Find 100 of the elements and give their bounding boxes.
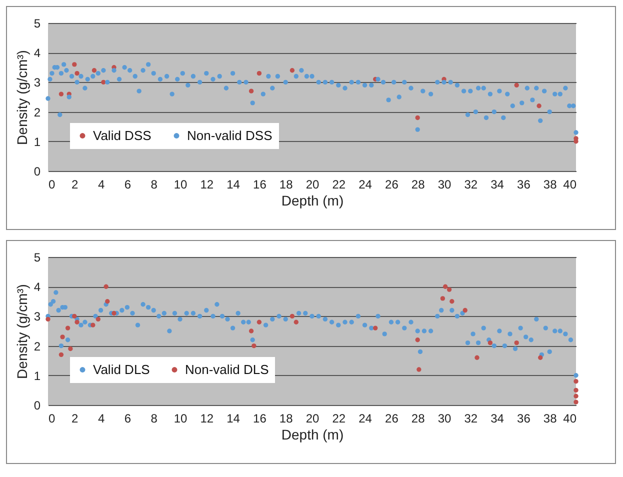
point xyxy=(74,320,80,324)
x-tick-label: 30 xyxy=(438,178,452,192)
x-tick-label: 40 xyxy=(563,178,577,192)
x-tick-label: 4 xyxy=(98,412,105,426)
y-tick-label: 0 xyxy=(34,398,41,412)
point xyxy=(92,68,97,73)
point xyxy=(256,70,262,76)
point xyxy=(248,88,254,94)
x-tick-label: 20 xyxy=(306,412,320,426)
x-tick-label: 6 xyxy=(124,412,132,426)
legend-label: Non-valid DLS xyxy=(185,362,270,377)
point xyxy=(256,320,262,324)
y-tick-label: 5 xyxy=(34,250,41,264)
x-tick-label: 2 xyxy=(72,412,79,426)
point xyxy=(68,346,73,352)
y-tick-label: 0 xyxy=(34,164,41,178)
x-tick-label: 28 xyxy=(411,178,426,192)
point xyxy=(446,287,452,292)
point xyxy=(248,328,254,334)
point xyxy=(90,322,96,328)
point xyxy=(440,296,446,301)
y-axis-title: Density (g/cm³) xyxy=(14,50,30,145)
point xyxy=(574,378,578,384)
point xyxy=(294,320,299,324)
x-tick-label: 2 xyxy=(72,178,79,192)
x-tick-label: 8 xyxy=(150,412,158,426)
point xyxy=(462,308,468,313)
x-tick-label: 24 xyxy=(358,412,372,426)
point xyxy=(415,115,420,120)
point xyxy=(574,139,578,144)
point xyxy=(538,355,543,360)
x-tick-label: 24 xyxy=(358,178,372,192)
point xyxy=(58,92,64,96)
point xyxy=(442,284,448,289)
y-tick-label: 2 xyxy=(34,105,41,120)
point xyxy=(416,367,422,372)
x-axis-title: Depth (m) xyxy=(281,192,344,208)
point xyxy=(574,400,578,404)
point xyxy=(72,314,77,319)
x-axis-title: Depth (m) xyxy=(281,426,344,442)
legend-label: Valid DLS xyxy=(93,362,150,377)
y-tick-label: 4 xyxy=(34,46,41,60)
y-axis-title: Density (g/cm³) xyxy=(14,284,30,379)
point xyxy=(290,314,295,319)
x-tick-label: 18 xyxy=(279,412,294,426)
x-tick-label: 38 xyxy=(543,412,558,426)
y-tick-label: 1 xyxy=(34,134,41,149)
point xyxy=(474,355,480,360)
point xyxy=(373,326,378,330)
x-tick-label: 16 xyxy=(253,412,267,426)
point xyxy=(72,62,77,67)
point xyxy=(46,316,50,322)
point xyxy=(415,338,420,342)
x-tick-label: 20 xyxy=(306,178,320,192)
y-tick-label: 3 xyxy=(34,310,41,324)
x-tick-label: 10 xyxy=(174,178,188,192)
x-tick-label: 34 xyxy=(490,178,504,192)
x-tick-label: 0 xyxy=(48,412,56,426)
point xyxy=(514,82,519,88)
x-tick-label: 22 xyxy=(332,178,346,192)
x-tick-label: 36 xyxy=(517,178,531,192)
x-tick-label: 14 xyxy=(226,178,240,192)
point xyxy=(74,70,80,76)
x-tick-label: 18 xyxy=(279,178,294,192)
x-tick-label: 6 xyxy=(124,178,132,192)
point xyxy=(65,326,70,330)
point xyxy=(574,388,578,393)
point xyxy=(96,316,101,322)
point xyxy=(104,284,108,289)
point xyxy=(60,334,65,340)
y-tick-label: 2 xyxy=(34,339,41,354)
x-tick-label: 34 xyxy=(490,412,504,426)
point xyxy=(574,394,578,398)
x-tick-label: 40 xyxy=(563,412,577,426)
x-tick-label: 22 xyxy=(332,412,346,426)
x-tick-label: 14 xyxy=(226,412,240,426)
x-tick-label: 32 xyxy=(464,178,478,192)
point xyxy=(514,340,519,346)
point xyxy=(105,299,110,304)
x-tick-label: 26 xyxy=(385,178,399,192)
x-tick-label: 38 xyxy=(543,178,558,192)
point xyxy=(450,299,454,304)
legend-label: Non-valid DSS xyxy=(187,128,273,143)
x-tick-label: 30 xyxy=(438,412,452,426)
x-tick-label: 16 xyxy=(253,178,267,192)
y-tick-label: 1 xyxy=(34,368,41,383)
x-tick-label: 4 xyxy=(98,178,105,192)
y-tick-label: 3 xyxy=(34,76,41,90)
point xyxy=(58,352,64,358)
point xyxy=(488,340,493,346)
point xyxy=(290,68,295,73)
x-tick-label: 10 xyxy=(174,412,188,426)
x-tick-label: 26 xyxy=(385,412,399,426)
y-tick-label: 5 xyxy=(34,16,41,30)
x-tick-label: 28 xyxy=(411,412,426,426)
x-tick-label: 32 xyxy=(464,412,478,426)
point xyxy=(252,343,256,348)
point xyxy=(112,310,116,316)
y-tick-label: 4 xyxy=(34,280,41,294)
point xyxy=(536,104,542,108)
